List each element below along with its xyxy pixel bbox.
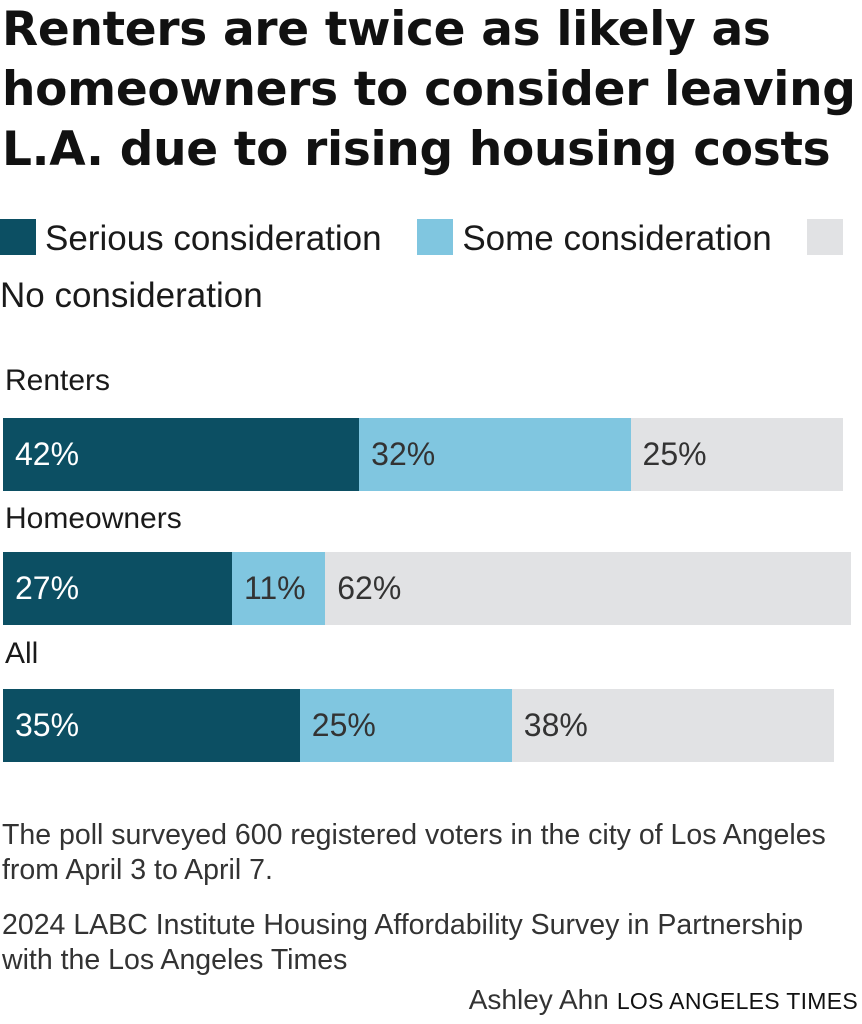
data-label-all-some: 25%: [311, 707, 376, 743]
data-label-homeowners-some: 11%: [243, 570, 306, 606]
bar-segment-homeowners-serious: 27%: [3, 552, 232, 625]
bar-homeowners: 27% 11% 62%: [3, 552, 851, 625]
legend-item-serious: Serious consideration: [0, 219, 408, 258]
legend-item-none: No consideration: [0, 219, 852, 315]
bar-segment-renters-some: 32%: [359, 418, 631, 491]
category-label-homeowners: Homeowners: [5, 502, 182, 535]
category-label-renters: Renters: [5, 364, 111, 397]
data-label-renters-some: 32%: [371, 436, 436, 472]
credit-line: Ashley Ahn LOS ANGELES TIMES: [469, 983, 858, 1018]
legend-swatch-none: [807, 219, 844, 255]
bar-segment-all-serious: 35%: [3, 689, 300, 762]
bar-segment-homeowners-some: 11%: [231, 552, 326, 625]
footnote: The poll surveyed 600 registered voters …: [2, 819, 826, 886]
data-label-renters-none: 25%: [642, 436, 707, 472]
data-label-homeowners-none: 62%: [337, 570, 402, 606]
data-label-all-serious: 35%: [15, 707, 80, 743]
bar-renters: 42% 32% 25%: [3, 418, 851, 491]
author-credit: Ashley Ahn: [468, 984, 609, 1015]
bar-segment-renters-serious: 42%: [3, 418, 360, 491]
source-note: 2024 LABC Institute Housing Affordabilit…: [2, 909, 804, 976]
legend-label-serious: Serious consideration: [45, 219, 382, 258]
chart-title: Renters are twice as likely as homeowner…: [2, 2, 856, 177]
bar-segment-renters-none: 25%: [630, 418, 843, 491]
bar-segment-homeowners-none: 62%: [325, 552, 851, 625]
legend-item-some: Some consideration: [417, 219, 797, 258]
legend-label-some: Some consideration: [462, 219, 772, 258]
category-label-all: All: [5, 637, 39, 670]
legend-swatch-serious: [0, 219, 36, 255]
bar-segment-all-none: 38%: [511, 689, 835, 762]
brand-logo-text: LOS ANGELES TIMES: [616, 988, 858, 1014]
legend-swatch-some: [417, 219, 454, 255]
bar-segment-all-some: 25%: [299, 689, 512, 762]
bar-all: 35% 25% 38%: [3, 689, 851, 762]
data-label-renters-serious: 42%: [15, 436, 80, 472]
data-label-all-none: 38%: [523, 707, 588, 743]
legend: Serious consideration Some consideration…: [0, 210, 858, 324]
data-label-homeowners-serious: 27%: [15, 570, 80, 606]
legend-label-none: No consideration: [0, 276, 263, 315]
